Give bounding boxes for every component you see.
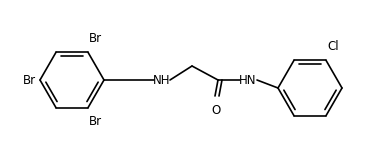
Text: Br: Br [89, 32, 102, 45]
Text: Br: Br [23, 73, 36, 87]
Text: Br: Br [89, 115, 102, 128]
Text: O: O [211, 104, 221, 117]
Text: Cl: Cl [327, 40, 339, 53]
Text: NH: NH [153, 73, 171, 87]
Text: HN: HN [239, 73, 257, 87]
